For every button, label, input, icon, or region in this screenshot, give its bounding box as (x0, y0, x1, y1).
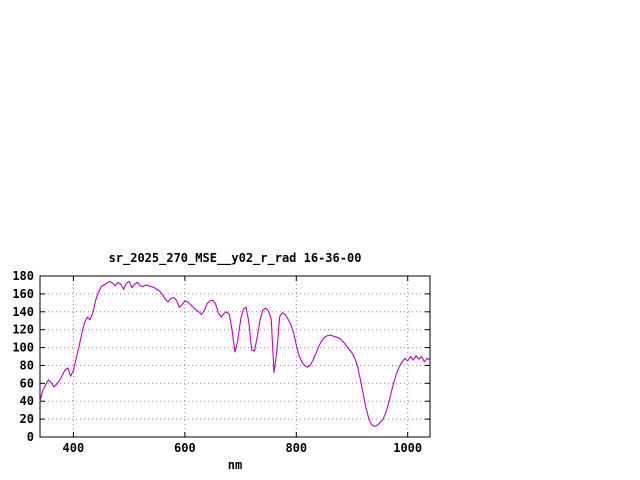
x-tick-label: 1000 (393, 441, 422, 455)
y-tick-label: 0 (27, 430, 34, 444)
spectrum-line (39, 280, 431, 427)
grid-layer (40, 275, 430, 438)
y-tick-label: 180 (12, 269, 34, 283)
tick-labels: 400 600 800 1000 0 20 40 60 80 100 120 140 160 180 (12, 269, 422, 455)
y-tick-label: 160 (12, 287, 34, 301)
chart-title: sr_2025_270_MSE__y02_r_rad 16-36-00 (109, 251, 362, 266)
y-tick-label: 120 (12, 323, 34, 337)
y-tick-label: 100 (12, 341, 34, 355)
x-tick-label: 400 (63, 441, 85, 455)
y-tick-label: 60 (20, 376, 34, 390)
x-tick-label: 600 (174, 441, 196, 455)
y-tick-label: 40 (20, 394, 34, 408)
plot-border (39, 275, 431, 438)
tick-marks (40, 275, 430, 438)
y-tick-label: 140 (12, 305, 34, 319)
y-tick-label: 20 (20, 412, 34, 426)
y-tick-label: 80 (20, 358, 34, 372)
x-axis-label: nm (228, 458, 242, 472)
x-tick-label: 800 (285, 441, 307, 455)
